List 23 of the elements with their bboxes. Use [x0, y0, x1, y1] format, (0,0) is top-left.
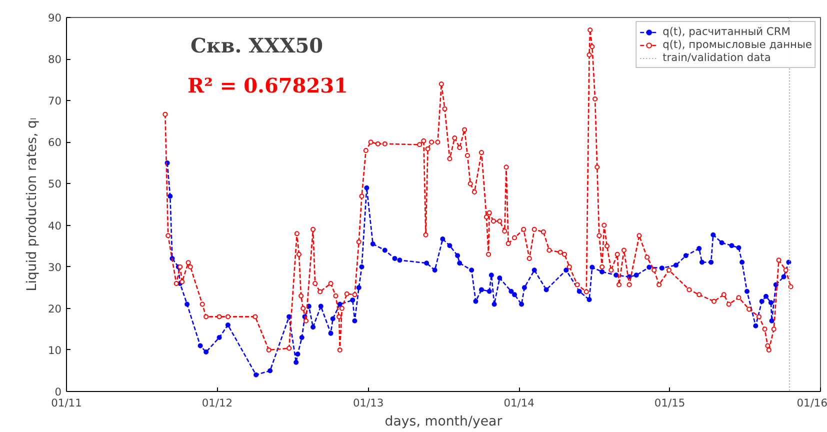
y-tick-label: 30	[48, 260, 62, 274]
x-tick-label: 01/13	[352, 396, 384, 410]
x-tick-label: 01/16	[796, 396, 827, 410]
x-tick-label: 01/14	[504, 396, 535, 410]
x-tick-label: 01/11	[51, 396, 82, 410]
y-tick-label: 60	[48, 136, 62, 150]
y-tick-label: 0	[54, 386, 62, 398]
y-tick-label: 50	[48, 178, 62, 191]
text: Скв. XXX50	[190, 34, 324, 58]
x-tick-label: 01/12	[202, 396, 233, 410]
y-tick-label: 70	[48, 94, 62, 108]
annotation: R² = 0.678231	[188, 74, 348, 98]
legend-label: q(t), промысловые данные	[662, 38, 812, 51]
y-tick-label: 80	[48, 53, 62, 66]
x-tick-label: 01/15	[654, 396, 686, 410]
y-tick-label: 90	[48, 12, 62, 24]
x-axis-title: days, month/year	[384, 414, 503, 430]
y-tick-label: 20	[48, 302, 62, 316]
y-tick-label: 10	[48, 344, 62, 357]
legend-label: q(t), расчитанный CRM	[662, 25, 790, 38]
ref-line-label: train/validation data	[662, 51, 771, 64]
y-tick-label: 40	[48, 219, 62, 232]
y-axis-title: Liquid production rates, qₗ	[24, 118, 40, 292]
